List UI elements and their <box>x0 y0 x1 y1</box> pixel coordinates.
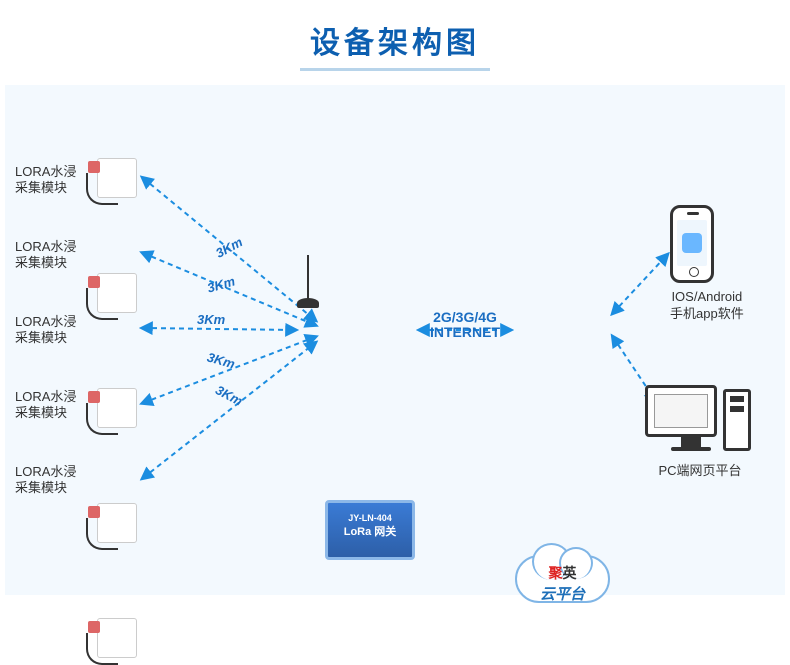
cloud-platform: 聚英 云平台 <box>515 555 610 610</box>
pc-monitor <box>645 385 717 437</box>
internet-label: 2G/3G/4G INTERNET <box>430 310 500 341</box>
distance-label: 3Km <box>213 382 245 408</box>
header: 设备架构图 <box>0 0 790 71</box>
app-icon <box>682 233 702 253</box>
pc-icon <box>645 385 755 455</box>
pc-tower <box>723 389 751 451</box>
pc-label: PC端网页平台 <box>645 463 755 480</box>
page-title: 设备架构图 <box>310 18 480 62</box>
lora-module-device <box>97 273 137 313</box>
connector-arrow <box>143 328 295 330</box>
pc-client: PC端网页平台 <box>645 385 755 480</box>
gateway-name: LoRa 网关 <box>328 523 412 539</box>
lora-module-device <box>97 388 137 428</box>
gateway-antenna <box>307 255 309 300</box>
lora-module-label: LORA水浸采集模块 <box>15 239 76 270</box>
lora-module-label: LORA水浸采集模块 <box>15 464 76 495</box>
diagram-canvas: LORA水浸采集模块 LORA水浸采集模块 LORA水浸采集模块 LORA水浸采集模块… <box>5 85 785 595</box>
distance-label: 3Km <box>205 349 236 371</box>
title-underline <box>300 68 490 71</box>
phone-icon <box>670 205 714 283</box>
lora-module-device <box>97 158 137 198</box>
lora-module-label: LORA水浸采集模块 <box>15 389 76 420</box>
net-line1: 2G/3G/4G <box>430 310 500 325</box>
mobile-client: IOS/Android 手机app软件 <box>670 205 744 323</box>
cloud-logo-text: 聚英 <box>549 565 577 581</box>
cloud-sub-text: 云平台 <box>540 586 585 603</box>
lora-module-device <box>97 503 137 543</box>
cloud-content: 聚英 云平台 <box>515 563 610 604</box>
lora-module-label: LORA水浸采集模块 <box>15 314 76 345</box>
lora-module-label: LORA水浸采集模块 <box>15 164 76 195</box>
gateway-model: JY-LN-404 <box>328 503 412 523</box>
lora-module-device <box>97 618 137 658</box>
mobile-label: IOS/Android 手机app软件 <box>670 289 744 323</box>
phone-screen <box>677 220 707 266</box>
net-line2: INTERNET <box>430 325 500 340</box>
distance-label: 3Km <box>197 312 225 327</box>
gateway-device: JY-LN-404 LoRa 网关 <box>325 500 415 560</box>
